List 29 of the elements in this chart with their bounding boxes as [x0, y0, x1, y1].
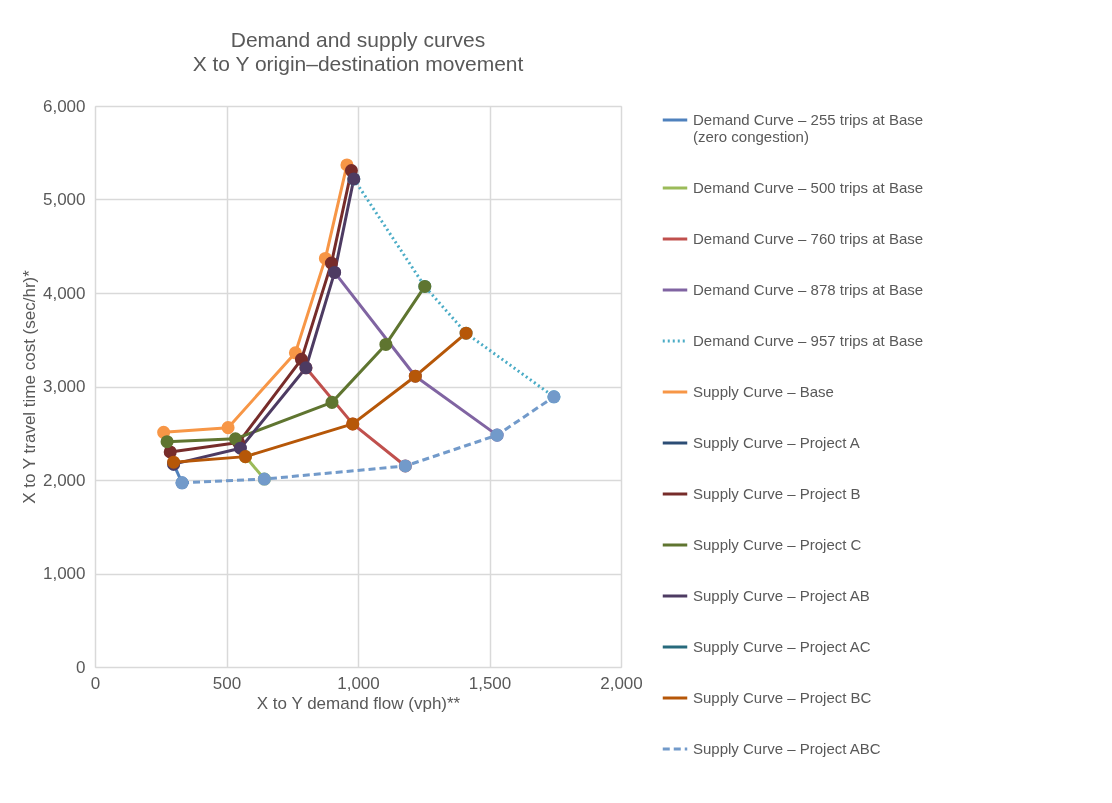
chart-title: Demand and supply curves	[230, 28, 486, 51]
legend-label: Supply Curve – Project AC	[693, 638, 871, 655]
legend-label: Supply Curve – Project ABC	[693, 740, 881, 757]
legend-label: Supply Curve – Project BC	[693, 689, 872, 706]
x-tick-label: 1,000	[337, 673, 380, 693]
legend-label: Supply Curve – Project B	[693, 485, 861, 502]
y-tick-label: 3,000	[42, 377, 86, 396]
legend-label: Supply Curve – Project AB	[693, 587, 870, 604]
legend-label: Demand Curve – 957 trips at Base	[693, 332, 924, 349]
y-tick-label: 6,000	[42, 96, 86, 116]
x-tick-label: 2,000	[600, 673, 643, 693]
legend-label: Demand Curve – 878 trips at Base	[693, 281, 924, 298]
y-tick-label: 4,000	[42, 283, 86, 303]
legend-label: Supply Curve – Project C	[693, 536, 862, 553]
y-tick-label: 1,000	[42, 564, 86, 583]
y-axis-title: X to Y travel time cost (sec/hr)*	[19, 269, 39, 504]
y-tick-label: 5,000	[42, 190, 86, 209]
x-tick-label: 0	[90, 673, 101, 693]
legend-label: Demand Curve – 760 trips at Base	[693, 230, 924, 247]
y-tick-label: 2,000	[42, 470, 86, 490]
x-tick-label: 500	[212, 673, 242, 693]
legend-label: Supply Curve – Base	[693, 383, 834, 400]
x-axis-title: X to Y demand flow (vph)**	[256, 693, 461, 713]
legend-label: Demand Curve – 255 trips at Base (zero congestion)	[693, 111, 924, 145]
y-tick-label: 0	[76, 657, 86, 677]
legend-label: Supply Curve – Project A	[693, 434, 860, 451]
x-tick-label: 1,500	[468, 673, 512, 693]
legend-label: Demand Curve – 500 trips at Base	[693, 179, 924, 196]
chart-subtitle: X to Y origin–destination movement	[192, 52, 524, 75]
